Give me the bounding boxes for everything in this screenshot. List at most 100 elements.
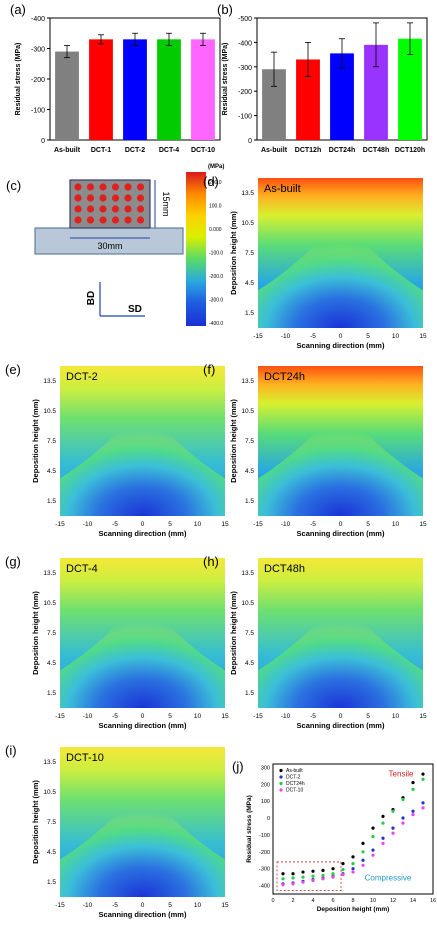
heatmap-panels: (d) As-built -15 -10 -5 0 5 10 15 1.5 4.5 7.5 10.5 13… xyxy=(5,174,427,919)
bar-As-built xyxy=(262,69,286,140)
colorbar-tick-label: 0.000 xyxy=(209,227,222,233)
x-tick-label: DCT-10 xyxy=(191,147,215,154)
y-tick-label: -400 xyxy=(238,40,252,47)
y-tick-label: 4.5 xyxy=(47,849,56,856)
y-axis-label: Deposition height (mm) xyxy=(31,399,40,483)
x-tick-label: -10 xyxy=(281,521,291,528)
measurement-point xyxy=(74,183,82,191)
x-tick-label: -15 xyxy=(55,521,65,528)
measurement-point xyxy=(136,194,145,202)
x-tick-label: 2 xyxy=(291,898,294,904)
y-tick-label: 1.5 xyxy=(47,498,56,505)
x-tick-label: 10 xyxy=(392,521,400,528)
panel-label: (e) xyxy=(5,362,21,377)
highlight-box xyxy=(276,861,342,892)
x-tick-label: 15 xyxy=(221,902,229,909)
panel-label: (a) xyxy=(10,2,26,17)
point-DCT-10 xyxy=(381,841,385,845)
point-As-built xyxy=(331,867,335,871)
point-DCT24h xyxy=(281,877,285,881)
point-DCT24h xyxy=(321,873,325,878)
point-DCT-10 xyxy=(421,806,425,810)
point-DCT-10 xyxy=(371,853,375,857)
x-tick-label: -15 xyxy=(55,902,65,909)
bar-DCT48h xyxy=(364,44,388,141)
x-tick-label: 16 xyxy=(430,898,436,904)
colorbar-tick-label: -200.0 xyxy=(209,274,223,280)
bar-DCT-4 xyxy=(157,39,181,140)
point-As-built xyxy=(341,862,345,866)
x-tick-label: As-built xyxy=(261,147,288,154)
measurement-point xyxy=(74,216,82,224)
y-tick-label: 4.5 xyxy=(245,468,254,475)
y-tick-label: -200 xyxy=(31,77,45,84)
y-tick-label: 7.5 xyxy=(47,630,56,637)
measurement-point xyxy=(86,216,95,224)
x-tick-label: 4 xyxy=(311,898,314,904)
measurement-point xyxy=(86,194,95,202)
x-tick-label: -15 xyxy=(253,521,263,528)
bar-DCT-2 xyxy=(123,39,147,140)
x-tick-label: -5 xyxy=(112,713,118,720)
x-tick-label: 0 xyxy=(339,333,343,340)
point-As-built xyxy=(311,869,315,873)
y-tick-label: 7.5 xyxy=(245,438,254,445)
measurement-point xyxy=(124,194,132,202)
x-tick-label: 5 xyxy=(366,333,370,340)
panel-c-schematic: (c) 30mm 15mm BD SD xyxy=(6,178,184,317)
point-DCT24h xyxy=(371,834,375,839)
x-axis-label: Deposition height (mm) xyxy=(317,906,390,913)
heatmap-title: As-built xyxy=(264,183,301,195)
bar-DCT12h xyxy=(296,59,320,141)
sd-label: SD xyxy=(128,304,142,315)
measurement-point xyxy=(136,205,145,213)
y-tick-label: -200 xyxy=(238,89,252,96)
x-tick-label: 15 xyxy=(221,713,229,720)
measurement-point xyxy=(111,205,120,213)
heatmap-DCT-2: (e) DCT-2 -15 -10 -5 0 5 10 15 1.5 4.5 7.5 10.5 13.5 S… xyxy=(5,362,229,538)
x-tick-label: DCT120h xyxy=(395,147,425,154)
point-DCT-10 xyxy=(391,831,395,835)
y-tick-label: 13.5 xyxy=(43,570,56,577)
y-axis-label: Residual stress (MPa) xyxy=(246,795,253,863)
y-tick-label: -100 xyxy=(31,108,45,115)
y-tick-label: 1.5 xyxy=(47,879,56,886)
x-axis-label: Scanning direction (mm) xyxy=(297,721,385,730)
x-tick-label: 10 xyxy=(392,333,400,340)
point-As-built xyxy=(291,872,295,876)
legend-label-DCT-10: DCT-10 xyxy=(286,788,303,794)
y-tick-label: 10.5 xyxy=(241,408,254,415)
legend-label-As-built: As-built xyxy=(286,768,303,774)
panel-j-scatter: (j) 0 2 4 6 8 10 12 14 16 300 200 100 0 -100 -200 -300 -4… xyxy=(232,759,436,913)
bar-DCT-1 xyxy=(89,39,113,140)
point-As-built xyxy=(301,870,305,874)
measurement-point xyxy=(74,194,82,202)
panel-label: (f) xyxy=(203,362,215,377)
point-DCT-10 xyxy=(301,880,305,884)
x-tick-label: 10 xyxy=(194,902,202,909)
point-DCT-10 xyxy=(341,872,345,877)
x-tick-label: -10 xyxy=(281,713,291,720)
bar-As-built xyxy=(55,51,79,140)
compressive-label: Compressive xyxy=(365,873,412,882)
heatmap-title: DCT-10 xyxy=(66,752,104,764)
x-tick-label: -5 xyxy=(310,521,316,528)
x-tick-label: 6 xyxy=(331,898,334,904)
x-tick-label: 12 xyxy=(390,898,396,904)
y-tick-label: 13.5 xyxy=(241,570,254,577)
x-tick-label: 5 xyxy=(366,713,370,720)
x-tick-label: 0 xyxy=(141,713,145,720)
x-tick-label: -10 xyxy=(83,521,93,528)
y-tick-label: 1.5 xyxy=(47,690,56,697)
compressive-region xyxy=(60,403,225,516)
panel-a-bar-chart: (a) -400 -300 -200 -100 0 Residual stress (MPa… xyxy=(10,2,221,154)
y-tick-label: -100 xyxy=(259,833,270,839)
x-tick-label: 14 xyxy=(410,898,416,904)
substrate xyxy=(34,227,184,255)
x-axis-label: Scanning direction (mm) xyxy=(297,341,385,350)
point-DCT-10 xyxy=(401,821,405,825)
y-tick-label: 7.5 xyxy=(47,819,56,826)
point-DCT-2 xyxy=(411,809,415,813)
y-tick-label: -300 xyxy=(31,47,45,54)
point-DCT24h xyxy=(381,821,385,825)
